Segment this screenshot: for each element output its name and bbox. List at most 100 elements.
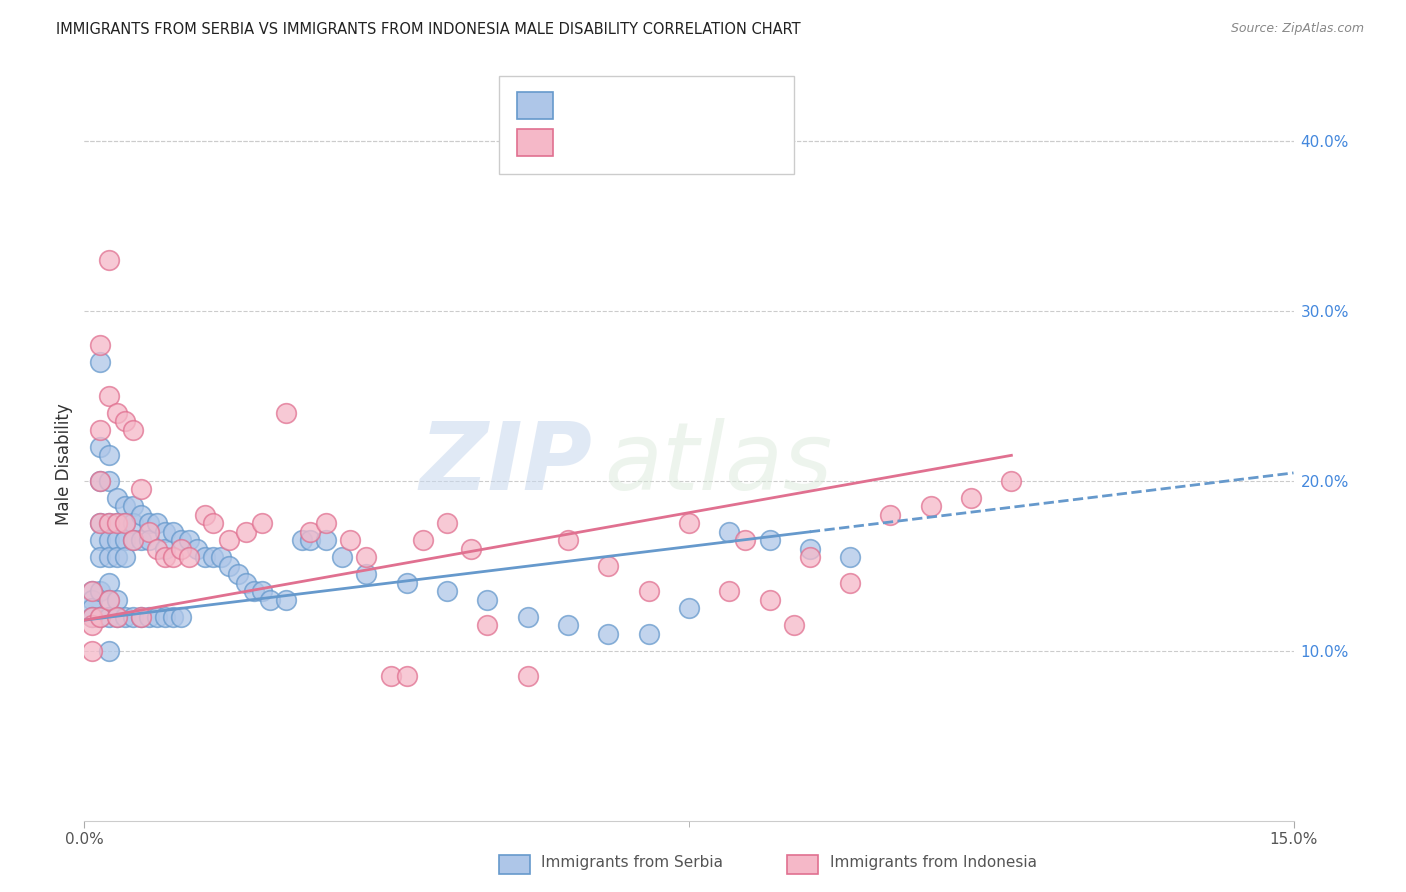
Point (97, 474, 120, 488)
Point (186, 541, 208, 556)
Point (356, 567, 378, 582)
Point (162, 550, 184, 565)
Text: IMMIGRANTS FROM SERBIA VS IMMIGRANTS FROM INDONESIA MALE DISABILITY CORRELATION : IMMIGRANTS FROM SERBIA VS IMMIGRANTS FRO… (56, 22, 801, 37)
Point (299, 524, 322, 539)
Point (114, 550, 136, 565)
Point (105, 491, 128, 505)
Point (82, 601, 104, 615)
Point (97, 516, 120, 531)
Text: N =: N = (682, 129, 721, 147)
Point (235, 575, 257, 590)
Point (242, 584, 264, 599)
Point (839, 575, 862, 590)
Point (129, 483, 152, 497)
Point (97, 448, 120, 462)
Point (598, 626, 620, 640)
Point (105, 609, 128, 624)
Point (97, 592, 120, 607)
Point (194, 550, 217, 565)
Point (179, 550, 201, 565)
Text: N =: N = (682, 92, 721, 110)
Point (678, 516, 700, 531)
Point (758, 592, 780, 607)
Point (146, 516, 169, 531)
Point (274, 592, 297, 607)
Point (153, 550, 176, 565)
Point (153, 609, 176, 624)
Point (477, 618, 499, 632)
Point (105, 516, 128, 531)
Point (250, 516, 273, 531)
Point (170, 541, 193, 556)
Point (105, 406, 128, 420)
Point (89, 338, 111, 352)
Point (460, 541, 482, 556)
Point (718, 524, 741, 539)
Point (138, 524, 160, 539)
Text: Immigrants from Serbia: Immigrants from Serbia (541, 855, 723, 870)
Point (839, 550, 862, 565)
Point (114, 500, 136, 514)
Point (89, 533, 111, 548)
Point (121, 500, 143, 514)
Point (330, 550, 353, 565)
Point (218, 558, 240, 573)
Point (89, 474, 111, 488)
Point (758, 533, 780, 548)
Text: 0.098: 0.098 (607, 92, 662, 110)
Point (395, 575, 418, 590)
Point (315, 533, 337, 548)
Point (89, 609, 111, 624)
Point (395, 669, 418, 683)
Point (291, 533, 314, 548)
Point (105, 550, 128, 565)
Point (315, 516, 337, 531)
Text: ZIP: ZIP (419, 417, 592, 510)
Point (89, 550, 111, 565)
Point (97, 389, 120, 403)
Point (170, 609, 193, 624)
Point (162, 524, 184, 539)
Point (920, 500, 942, 514)
Point (105, 592, 128, 607)
Point (105, 516, 128, 531)
Point (89, 516, 111, 531)
Point (1000, 474, 1022, 488)
Point (799, 550, 821, 565)
Text: 80: 80 (724, 92, 748, 110)
Point (637, 626, 659, 640)
Point (129, 609, 152, 624)
Point (218, 533, 240, 548)
Point (138, 609, 160, 624)
Point (339, 533, 361, 548)
Point (259, 592, 281, 607)
Point (89, 423, 111, 437)
Point (436, 584, 458, 599)
Point (89, 474, 111, 488)
Point (153, 524, 176, 539)
Point (637, 584, 659, 599)
Point (557, 618, 579, 632)
Point (202, 550, 225, 565)
Point (121, 609, 143, 624)
Point (105, 533, 128, 548)
Point (477, 592, 499, 607)
Point (678, 601, 700, 615)
Point (734, 533, 756, 548)
Text: R =: R = (562, 92, 600, 110)
Point (598, 558, 620, 573)
Point (121, 533, 143, 548)
Point (82, 644, 104, 658)
Point (89, 440, 111, 454)
Point (146, 541, 169, 556)
Point (114, 516, 136, 531)
Point (380, 669, 402, 683)
Point (89, 584, 111, 599)
Point (436, 516, 458, 531)
Point (412, 533, 434, 548)
Point (97, 609, 120, 624)
Point (82, 592, 104, 607)
Text: atlas: atlas (605, 418, 832, 509)
Point (97, 592, 120, 607)
Point (153, 541, 176, 556)
